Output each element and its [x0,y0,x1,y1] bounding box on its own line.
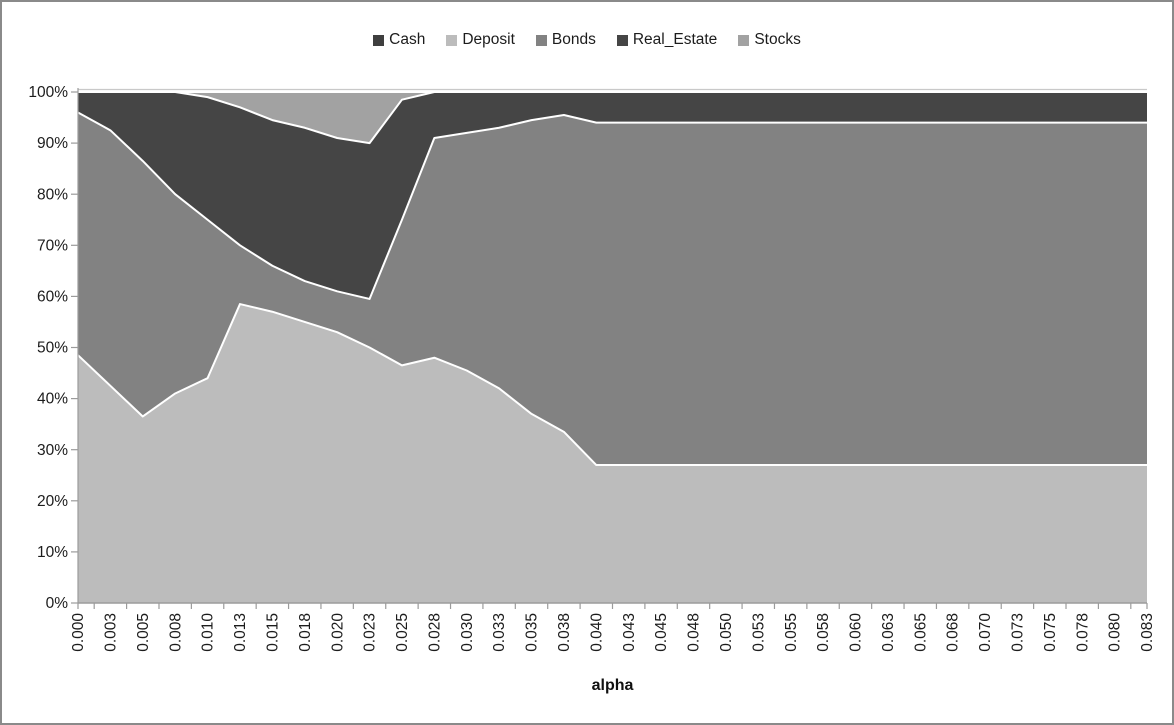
x-tick-label: 0.008 [167,613,184,652]
x-tick-label: 0.000 [70,613,87,652]
x-tick-label: 0.083 [1139,613,1156,652]
x-tick-label: 0.065 [912,613,929,652]
y-tick-label: 100% [28,84,68,101]
x-tick-label: 0.033 [491,613,508,652]
area-bonds [78,112,1147,466]
x-tick-label: 0.043 [621,613,638,652]
x-tick-label: 0.048 [686,613,703,652]
legend-label: Bonds [551,31,596,48]
x-tick-label: 0.028 [426,613,443,652]
x-tick-label: 0.063 [880,613,897,652]
x-tick-label: 0.025 [394,613,411,652]
y-tick-label: 20% [37,493,68,510]
legend-item-bonds: Bonds [535,31,596,49]
y-tick-label: 60% [37,289,68,306]
legend-swatch-icon [446,34,458,46]
legend-swatch-icon [616,34,628,46]
area-real_estate [78,92,1147,299]
x-tick-label: 0.045 [653,613,670,652]
legend-swatch-icon [373,34,385,46]
x-tick-label: 0.023 [362,613,379,652]
legend-item-stocks: Stocks [738,31,801,49]
area-deposit [78,304,1147,603]
x-tick-label: 0.005 [135,613,152,652]
legend-swatch-icon [535,34,547,46]
y-tick-label: 70% [37,237,68,254]
chart-legend: Cash Deposit Bonds Real_Estate Stocks [2,31,1172,49]
x-tick-label: 0.058 [815,613,832,652]
x-tick-label: 0.003 [103,613,120,652]
x-tick-label: 0.020 [329,613,346,652]
x-tick-label: 0.010 [200,613,217,652]
x-tick-label: 0.040 [588,613,605,652]
legend-label: Real_Estate [632,31,718,48]
x-tick-label: 0.060 [848,613,865,652]
x-tick-label: 0.038 [556,613,573,652]
x-tick-label: 0.055 [783,613,800,652]
x-tick-label: 0.013 [232,613,249,652]
legend-item-deposit: Deposit [446,31,515,49]
x-tick-label: 0.030 [459,613,476,652]
x-axis-title: alpha [591,677,634,694]
x-tick-label: 0.018 [297,613,314,652]
y-tick-label: 30% [37,442,68,459]
series-boundary-deposit [77,303,1147,467]
legend-label: Deposit [462,31,515,48]
y-tick-label: 0% [46,595,69,612]
x-tick-label: 0.050 [718,613,735,652]
y-tick-label: 50% [37,340,68,357]
y-tick-label: 80% [37,186,68,203]
series-boundary-bonds [77,111,1147,300]
legend-label: Stocks [754,31,801,48]
y-tick-label: 10% [37,544,68,561]
y-tick-label: 90% [37,135,68,152]
legend-item-cash: Cash [373,31,425,49]
x-tick-label: 0.053 [750,613,767,652]
x-tick-label: 0.015 [264,613,281,652]
x-tick-label: 0.068 [945,613,962,652]
legend-item-real_estate: Real_Estate [616,31,718,49]
x-tick-label: 0.075 [1042,613,1059,652]
x-tick-label: 0.035 [524,613,541,652]
x-tick-label: 0.073 [1010,613,1027,652]
legend-swatch-icon [738,34,750,46]
x-tick-label: 0.080 [1107,613,1124,652]
legend-label: Cash [389,31,426,48]
x-tick-label: 0.070 [977,613,994,652]
x-tick-label: 0.078 [1074,613,1091,652]
area-stocks [78,92,1147,144]
y-tick-label: 40% [37,391,68,408]
